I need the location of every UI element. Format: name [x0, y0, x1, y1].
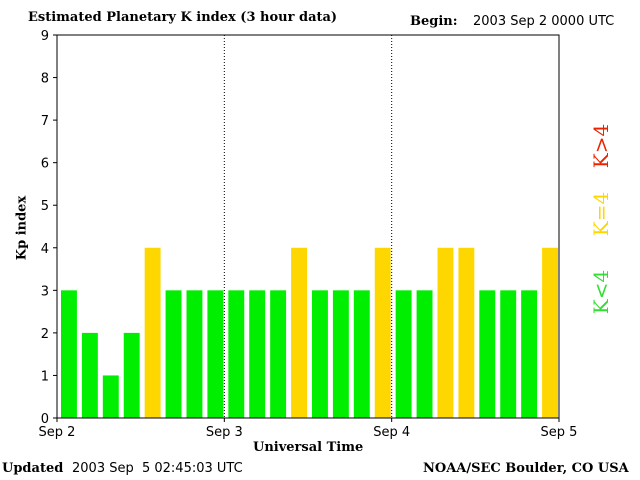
- updated-value: 2003 Sep 5 02:45:03 UTC: [72, 461, 243, 476]
- x-axis-label: Universal Time: [253, 440, 364, 455]
- y-tick-label-4: 4: [41, 242, 49, 257]
- begin-label: Begin:: [410, 14, 458, 29]
- bar-12: [312, 290, 328, 418]
- legend-low: K<4: [589, 269, 613, 315]
- bar-3: [123, 332, 140, 418]
- y-tick-label-3: 3: [41, 284, 49, 299]
- bar-21: [500, 290, 517, 418]
- bar-7: [207, 290, 224, 418]
- y-tick-label-1: 1: [41, 369, 49, 384]
- bar-20: [479, 290, 496, 418]
- begin-value: 2003 Sep 2 0000 UTC: [473, 14, 615, 29]
- y-tick-label-9: 9: [41, 29, 49, 44]
- updated-label: Updated: [2, 461, 64, 476]
- bar-10: [270, 290, 287, 418]
- y-tick-label-8: 8: [41, 72, 49, 87]
- y-tick-label-2: 2: [41, 327, 49, 342]
- y-tick-label-6: 6: [41, 157, 49, 172]
- bar-2: [102, 375, 119, 418]
- bar-23: [542, 247, 558, 418]
- bar-14: [353, 290, 370, 418]
- legend-high: K>4: [589, 123, 613, 169]
- bar-8: [228, 290, 245, 418]
- x-tick-label-0: Sep 2: [39, 425, 76, 440]
- bar-4: [144, 247, 161, 418]
- y-tick-label-0: 0: [41, 412, 49, 427]
- bar-6: [186, 290, 203, 418]
- x-tick-label-1: Sep 3: [206, 425, 243, 440]
- chart-title: Estimated Planetary K index (3 hour data…: [28, 10, 338, 25]
- y-tick-label-7: 7: [41, 114, 49, 129]
- bar-22: [521, 290, 538, 418]
- bar-13: [332, 290, 349, 418]
- y-axis-label: Kp index: [14, 195, 30, 261]
- bar-15: [374, 247, 391, 418]
- plot-frame: [56, 34, 560, 419]
- y-tick-label-5: 5: [41, 199, 49, 214]
- x-tick-label-2: Sep 4: [373, 425, 410, 440]
- x-tick-label-3: Sep 5: [541, 425, 578, 440]
- legend-mid: K=4: [589, 191, 613, 237]
- bar-1: [81, 332, 98, 418]
- bar-19: [458, 247, 475, 418]
- bar-11: [291, 247, 307, 418]
- bar-16: [395, 290, 412, 418]
- bar-0: [61, 290, 77, 418]
- credit-text: NOAA/SEC Boulder, CO USA: [423, 461, 629, 476]
- bar-18: [437, 247, 454, 418]
- bar-5: [165, 290, 182, 418]
- bar-17: [416, 290, 433, 418]
- bar-9: [249, 290, 266, 418]
